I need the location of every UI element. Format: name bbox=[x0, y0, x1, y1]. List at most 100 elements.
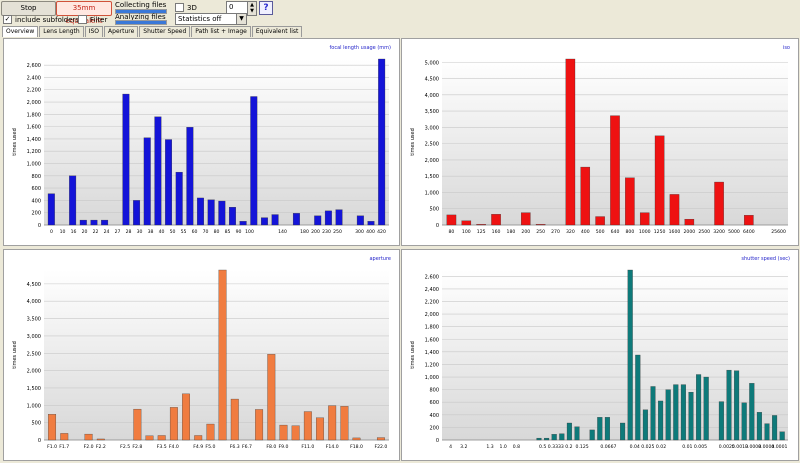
bar bbox=[650, 386, 656, 441]
tab-shutter-speed[interactable]: Shutter Speed bbox=[139, 26, 191, 37]
bar bbox=[133, 408, 142, 441]
x-tick-label: 1250 bbox=[654, 229, 666, 235]
bar bbox=[133, 200, 141, 226]
include-subfolders-checkbox[interactable]: ✓ include subfolders bbox=[3, 15, 79, 24]
x-tick-label: 640 bbox=[611, 229, 620, 235]
bar bbox=[589, 429, 595, 441]
y-tick-label: 1,500 bbox=[425, 174, 439, 180]
bar bbox=[669, 194, 680, 226]
collecting-progress bbox=[115, 9, 167, 14]
x-tick-label: F22.0 bbox=[374, 444, 387, 450]
bar bbox=[673, 384, 679, 441]
bar bbox=[461, 220, 472, 226]
bar bbox=[194, 435, 203, 441]
bar bbox=[580, 166, 591, 226]
spin-arrows[interactable]: ▲ ▼ bbox=[247, 1, 257, 16]
x-tick-label: 230 bbox=[322, 229, 331, 235]
x-tick-label: F2.0 bbox=[84, 444, 94, 450]
tab-aperture[interactable]: Aperture bbox=[104, 26, 139, 37]
statistics-select-value: Statistics off bbox=[178, 15, 222, 23]
chart-title: aperture bbox=[369, 256, 391, 262]
bar bbox=[639, 212, 650, 226]
chevron-down-icon[interactable]: ▼ bbox=[236, 14, 246, 24]
y-tick-label: 3,000 bbox=[425, 125, 439, 131]
x-tick-label: F14.0 bbox=[326, 444, 339, 450]
tab-lens-length[interactable]: Lens Length bbox=[39, 26, 84, 37]
bar bbox=[292, 213, 300, 226]
x-tick-label: 0.5 bbox=[539, 444, 546, 450]
y-tick-label: 2,200 bbox=[27, 88, 41, 94]
tab-bar: Overview Lens Length ISO Aperture Shutte… bbox=[2, 26, 303, 37]
x-tick-label: 140 bbox=[278, 229, 287, 235]
tab-path-list-image[interactable]: Path list + Image bbox=[191, 26, 251, 37]
bar bbox=[340, 406, 349, 441]
bar bbox=[574, 426, 580, 441]
stop-button[interactable]: Stop bbox=[1, 1, 56, 16]
x-tick-label: F9.0 bbox=[279, 444, 289, 450]
filter-checkbox[interactable]: Filter bbox=[78, 15, 107, 24]
x-tick-label: 100 bbox=[462, 229, 471, 235]
bar bbox=[741, 402, 747, 441]
tab-equivalent-list[interactable]: Equivalent list bbox=[251, 26, 303, 37]
bar bbox=[271, 214, 279, 226]
y-tick-label: 2,500 bbox=[27, 351, 41, 357]
x-tick-label: 180 bbox=[300, 229, 309, 235]
help-button[interactable]: ? bbox=[259, 1, 273, 15]
bar bbox=[665, 389, 671, 441]
threed-checkbox[interactable]: 3D bbox=[175, 3, 197, 12]
bar bbox=[154, 116, 162, 226]
iso-chart: 0 500 1,000 1,500 2,000 2,500 3,000 3,500 4,000 4… bbox=[410, 58, 788, 235]
threed-label: 3D bbox=[187, 3, 197, 12]
filter-box[interactable] bbox=[78, 15, 87, 24]
y-tick-label: 1,000 bbox=[27, 162, 41, 168]
bar bbox=[521, 212, 531, 226]
bar bbox=[764, 423, 770, 441]
bar bbox=[206, 423, 215, 441]
x-tick-label: 80 bbox=[449, 229, 455, 235]
y-tick-label: 2,600 bbox=[425, 274, 439, 280]
x-tick-label: 0.0025 bbox=[719, 444, 735, 450]
bar bbox=[352, 437, 361, 441]
bar bbox=[230, 398, 239, 441]
x-tick-label: 38 bbox=[148, 229, 154, 235]
threed-box[interactable] bbox=[175, 3, 184, 12]
bar bbox=[680, 384, 686, 441]
bar bbox=[551, 434, 557, 441]
y-tick-label: 3,500 bbox=[27, 317, 41, 323]
bar bbox=[684, 218, 695, 226]
x-tick-label: F6.3 bbox=[230, 444, 240, 450]
x-tick-label: 3.2 bbox=[460, 444, 467, 450]
equivalent-toggle-button[interactable]: 35mm equivalent bbox=[56, 1, 112, 25]
x-tick-label: F2.2 bbox=[96, 444, 106, 450]
include-subfolders-box[interactable]: ✓ bbox=[3, 15, 12, 24]
aperture-chart: 0 500 1,000 1,500 2,000 2,500 3,000 3,500 4,000 4… bbox=[12, 269, 389, 450]
y-tick-label: 2,000 bbox=[27, 369, 41, 375]
x-tick-label: 25600 bbox=[771, 229, 786, 235]
y-tick-label: 4,500 bbox=[27, 282, 41, 288]
y-tick-label: 400 bbox=[31, 198, 41, 204]
bar bbox=[239, 221, 247, 226]
x-tick-label: 4 bbox=[449, 444, 452, 450]
x-tick-label: 1.0 bbox=[500, 444, 507, 450]
statistics-select[interactable]: Statistics off ▼ bbox=[175, 13, 247, 25]
bar bbox=[260, 217, 268, 226]
x-tick-label: 0.01 bbox=[682, 444, 692, 450]
x-tick-label: 1000 bbox=[639, 229, 651, 235]
x-tick-label: 180 bbox=[507, 229, 516, 235]
bar bbox=[642, 409, 648, 441]
x-tick-label: F1.7 bbox=[59, 444, 69, 450]
x-tick-label: 27 bbox=[115, 229, 121, 235]
x-tick-label: 100 bbox=[245, 229, 254, 235]
y-tick-label: 1,800 bbox=[425, 325, 439, 331]
x-tick-label: 0.2 bbox=[565, 444, 572, 450]
bar bbox=[328, 405, 337, 441]
tab-overview[interactable]: Overview bbox=[2, 26, 39, 37]
bar bbox=[316, 417, 324, 441]
plot-area bbox=[44, 270, 389, 440]
y-axis-label: times used bbox=[12, 128, 18, 156]
plot-area bbox=[44, 59, 389, 225]
tab-iso[interactable]: ISO bbox=[84, 26, 104, 37]
y-tick-label: 600 bbox=[31, 186, 41, 192]
x-tick-label: 0.0013 bbox=[732, 444, 748, 450]
bar bbox=[356, 215, 364, 226]
